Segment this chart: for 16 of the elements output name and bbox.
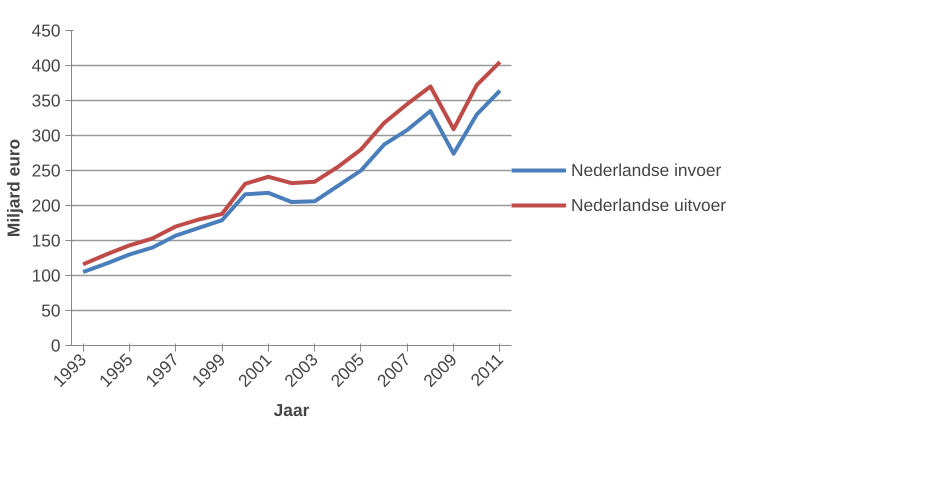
line-series: [81, 60, 502, 266]
y-tick-label: 200: [32, 196, 61, 216]
legend-label: Nederlandse invoer: [571, 160, 722, 180]
x-axis-title: Jaar: [274, 400, 310, 420]
legend-label: Nederlandse uitvoer: [571, 194, 726, 216]
y-tick-label: 150: [32, 230, 61, 250]
y-tick-label: 400: [32, 56, 61, 76]
y-axis-title: Miljard euro: [4, 138, 24, 238]
y-tick-label: 300: [32, 126, 61, 146]
y-tick-label: 50: [41, 300, 61, 320]
y-tick-label: 350: [32, 90, 61, 110]
line-series: [81, 88, 502, 274]
y-tick-label: 450: [32, 20, 61, 40]
y-tick-label: 250: [32, 160, 61, 180]
y-tick-label: 100: [32, 266, 61, 286]
y-tick-label: 0: [50, 336, 61, 356]
